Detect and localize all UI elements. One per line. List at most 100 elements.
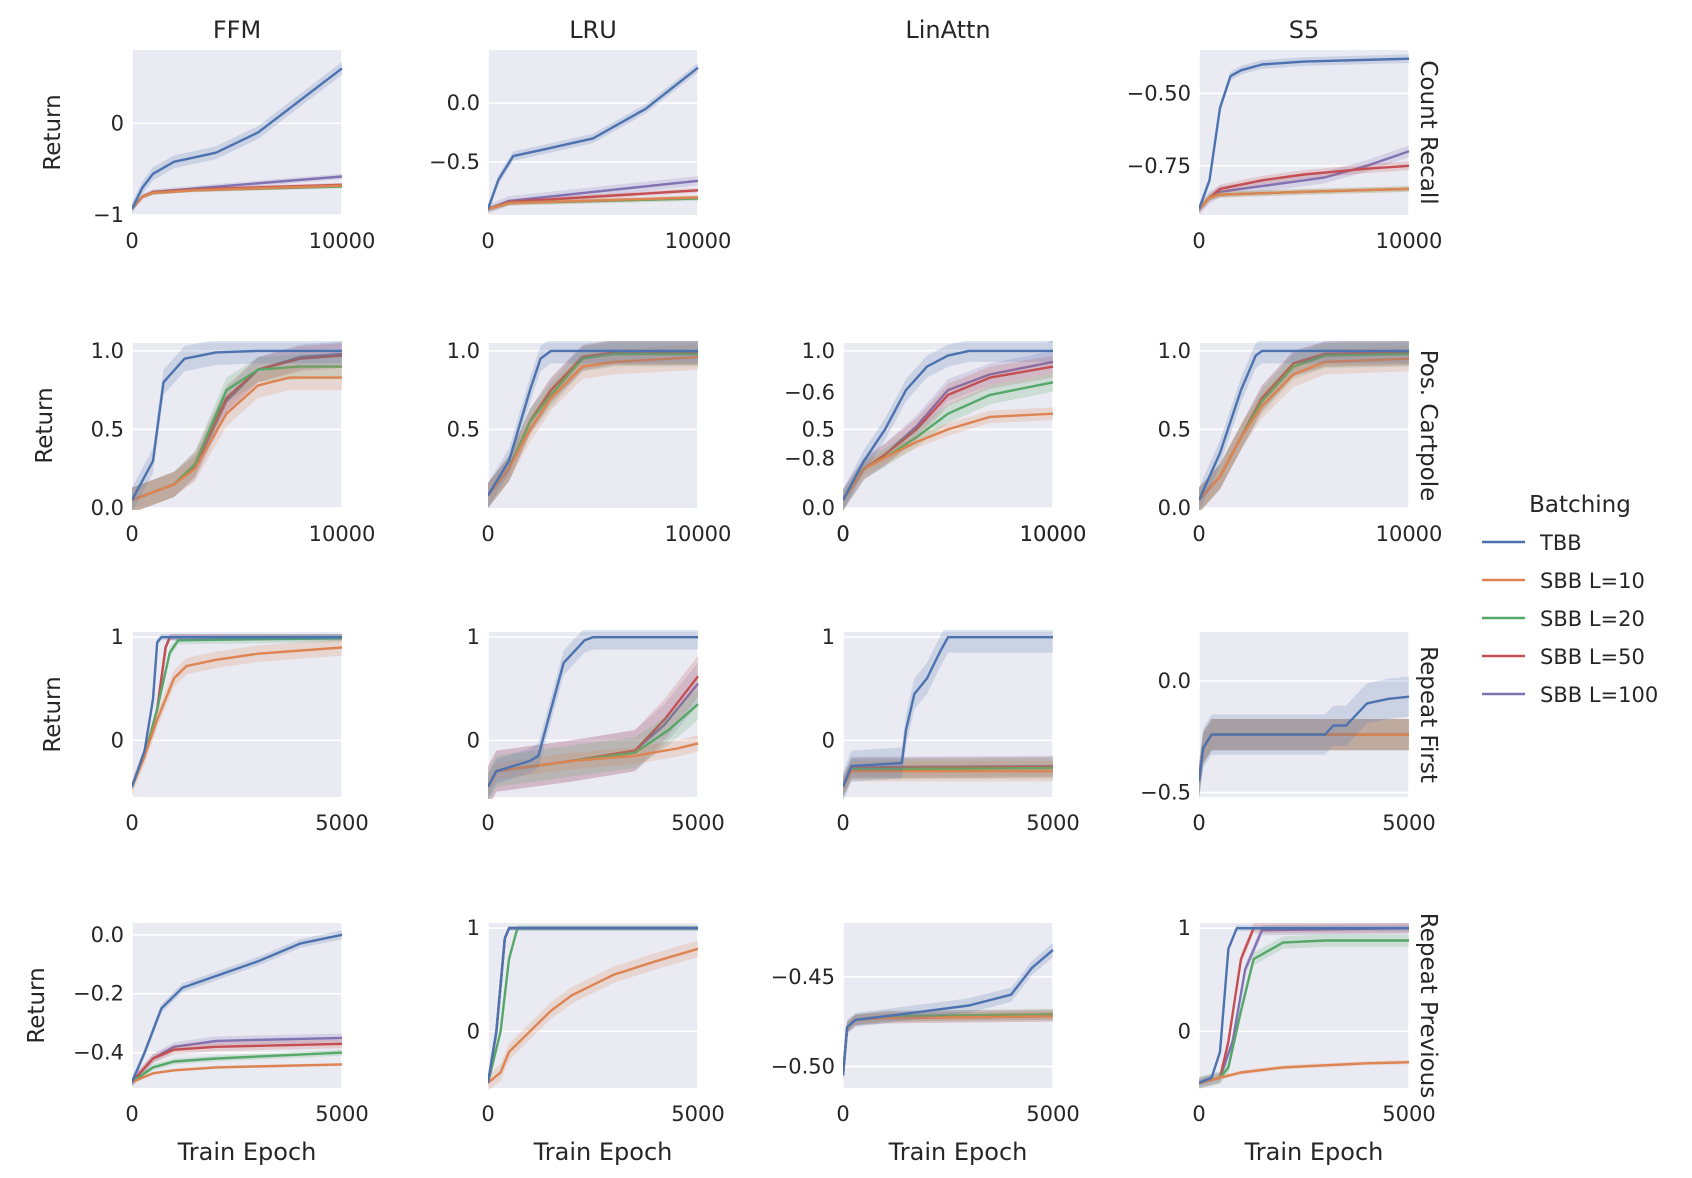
panel-r3-c1: 0 5000 0 1 Train Epoch [467, 916, 725, 1166]
series-group [843, 341, 1054, 510]
x-tick-label: 0 [836, 522, 849, 546]
series-group [488, 630, 699, 799]
series-band-0 [132, 61, 342, 216]
series-band-3 [132, 343, 342, 510]
x-tick-label: 0 [125, 229, 138, 253]
series-band-3 [132, 1039, 342, 1087]
legend-entry-label: TBB [1539, 531, 1582, 555]
x-tick-label: 10000 [309, 522, 376, 546]
panel-r1-c1: 0 10000 0.5 1.0 [447, 339, 732, 546]
series-line-0 [843, 349, 1053, 501]
panel-background [488, 923, 698, 1088]
series-band-0 [843, 341, 1053, 510]
panel-r2-c1: 0 5000 0 1 [467, 625, 725, 835]
x-tick-label: 0 [1192, 1102, 1205, 1126]
series-band-4 [1199, 719, 1409, 797]
series-group [1199, 54, 1410, 215]
panel-background [1199, 50, 1409, 215]
legend-entry-label: SBB L=20 [1540, 607, 1645, 631]
panel-background [843, 343, 1053, 508]
series-band-1 [1199, 346, 1409, 510]
x-tick-label: 5000 [671, 811, 724, 835]
column-title-linattn: LinAttn [905, 16, 990, 44]
series-line-1 [1199, 187, 1410, 211]
series-band-1 [132, 639, 342, 795]
series-band-2 [132, 354, 342, 510]
x-tick-label: 0 [1192, 229, 1205, 253]
row-title-1: Pos. Cartpole [1415, 350, 1441, 502]
series-band-3 [1199, 341, 1409, 510]
series-band-1 [488, 735, 698, 795]
series-line-0 [132, 636, 342, 788]
y-tick-label: 0.5 [802, 417, 835, 441]
y-tick-label: 0.0 [1158, 496, 1191, 520]
series-line-1 [488, 355, 699, 497]
panel-background [488, 50, 698, 215]
panel-r3-c2: 0 5000 −0.50 −0.45 Train Epoch [771, 923, 1080, 1166]
panel-background [132, 632, 342, 797]
x-tick-label: 0 [125, 522, 138, 546]
column-title-s5: S5 [1289, 16, 1320, 44]
series-band-0 [843, 630, 1053, 799]
y-tick-label: −0.75 [1127, 154, 1191, 178]
y-tick-label: 0 [1178, 1019, 1191, 1043]
series-line-2 [1199, 939, 1409, 1084]
series-line-1 [132, 1063, 343, 1084]
x-tick-label: 5000 [1382, 1102, 1435, 1126]
series-band-4 [132, 341, 342, 510]
series-group [843, 630, 1054, 799]
row-title-3: Repeat Previous [1415, 913, 1441, 1098]
y-tick-label: −0.45 [771, 965, 835, 989]
series-band-2 [488, 688, 698, 799]
x-tick-label: 0 [481, 811, 494, 835]
legend-entry-label: SBB L=10 [1540, 569, 1645, 593]
series-line-0 [1199, 349, 1409, 501]
series-group [132, 61, 343, 216]
x-tick-label: 0 [481, 522, 494, 546]
y-axis-label: Return [40, 94, 66, 170]
panel-background [488, 632, 698, 797]
series-band-2 [1199, 934, 1409, 1089]
y-tick-label: 1 [1178, 916, 1191, 940]
y-tick-label: 0.5 [1158, 417, 1191, 441]
y-tick-label: 0.0 [91, 923, 124, 947]
column-title-lru: LRU [569, 16, 617, 44]
series-line-0 [1199, 695, 1410, 782]
x-tick-label: 5000 [315, 1102, 368, 1126]
series-band-1 [132, 365, 342, 510]
x-tick-label: 0 [481, 229, 494, 253]
series-line-0 [132, 67, 343, 210]
series-band-2 [1199, 341, 1409, 510]
series-band-3 [488, 655, 698, 799]
row-title-0: Count Recall [1415, 60, 1441, 204]
x-tick-label: 5000 [1026, 1102, 1079, 1126]
y-tick-label: −0.5 [1140, 781, 1191, 805]
y-tick-label: −0.8 [784, 447, 835, 471]
series-line-1 [132, 376, 342, 502]
panel-background [132, 923, 342, 1088]
legend-entry-label: SBB L=50 [1540, 645, 1645, 669]
x-tick-label: 0 [1192, 811, 1205, 835]
panel-r1-c0: 0 10000 0.0 0.5 1.0 Return [32, 339, 376, 546]
y-tick-label: 1 [467, 916, 480, 940]
series-line-1 [1199, 357, 1410, 501]
y-tick-label: 0 [111, 728, 124, 752]
panel-r1-c2: 0 10000 0.0 0.5 1.0 [802, 339, 1087, 546]
series-band-2 [132, 1049, 342, 1086]
series-band-1 [488, 344, 698, 508]
y-tick-label: 1.0 [1158, 339, 1191, 363]
y-tick-label: 0 [822, 728, 835, 752]
y-tick-label: 0.0 [447, 91, 480, 115]
x-tick-label: 10000 [309, 229, 376, 253]
x-tick-label: 10000 [1376, 522, 1443, 546]
series-line-1 [843, 412, 1054, 501]
x-tick-label: 5000 [671, 1102, 724, 1126]
series-line-0 [1199, 927, 1409, 1084]
y-tick-label: −0.5 [429, 150, 480, 174]
series-group [132, 341, 343, 510]
series-band-1 [132, 1063, 342, 1084]
series-band-1 [843, 760, 1053, 797]
y-tick-label: 0.5 [447, 417, 480, 441]
x-axis-label: Train Epoch [533, 1138, 673, 1166]
panel-r1-c3: 0 10000 0.0 0.5 1.0 [1158, 339, 1443, 546]
